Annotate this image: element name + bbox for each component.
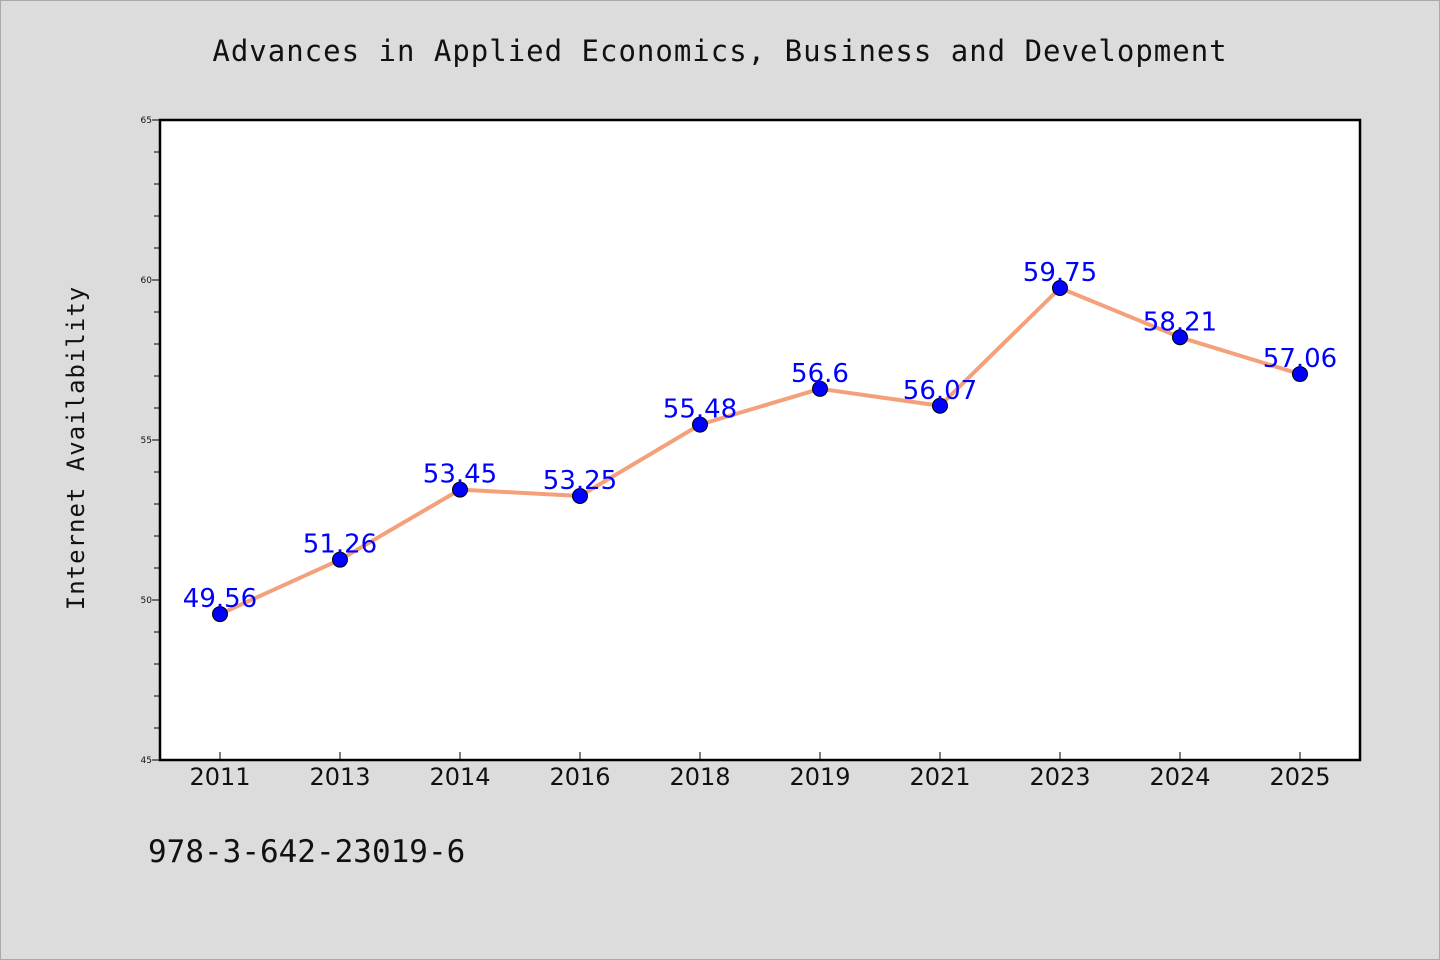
data-point [1292,366,1308,383]
data-label: 53.25 [543,466,617,496]
series-line [218,286,1302,617]
data-point [1172,329,1188,346]
x-tick-label: 2023 [1029,763,1090,791]
data-label: 58.21 [1143,307,1217,337]
y-tick-label: 45 [141,756,152,766]
chart-title: Advances in Applied Economics, Business … [212,34,1228,68]
x-tick-label: 2021 [909,763,970,791]
data-point [452,481,468,498]
x-tick-label: 2016 [549,763,610,791]
x-tick-label: 2013 [309,763,370,791]
x-axis: 2011 2013 2014 2016 2018 2019 2021 2023 2024 2025 [189,752,1331,791]
data-label: 57.06 [1263,344,1337,374]
y-axis: 45 50 55 60 65 [141,116,160,766]
series-group: 49.56 51.26 53.45 53.25 55.48 56.6 56.07 59.75 5… [183,258,1337,623]
data-point [212,606,228,623]
data-label: 49.56 [183,584,257,614]
data-label: 59.75 [1023,258,1097,288]
y-tick-label: 50 [141,596,153,606]
x-tick-label: 2018 [669,763,730,791]
y-axis-label: Internet Availability [62,286,90,610]
data-label: 55.48 [663,395,737,425]
x-tick-label: 2019 [789,763,850,791]
y-tick-label: 55 [141,436,152,446]
data-point [572,488,588,504]
data-label: 51.26 [303,530,377,560]
isbn-text: 978-3-642-23019-6 [148,834,466,870]
data-point [692,416,708,433]
plot-area [158,118,1362,762]
data-label: 56.07 [903,376,977,406]
x-tick-label: 2011 [189,763,250,791]
data-point [812,380,828,397]
data-label: 53.45 [423,460,497,490]
x-tick-label: 2025 [1269,763,1330,791]
data-point [332,551,348,568]
data-label: 56.6 [791,359,849,389]
y-tick-label: 60 [141,276,153,286]
x-tick-label: 2024 [1149,763,1210,791]
x-tick-label: 2014 [429,763,490,791]
data-point [932,397,948,414]
data-point [1052,280,1068,296]
y-tick-label: 65 [141,116,152,126]
